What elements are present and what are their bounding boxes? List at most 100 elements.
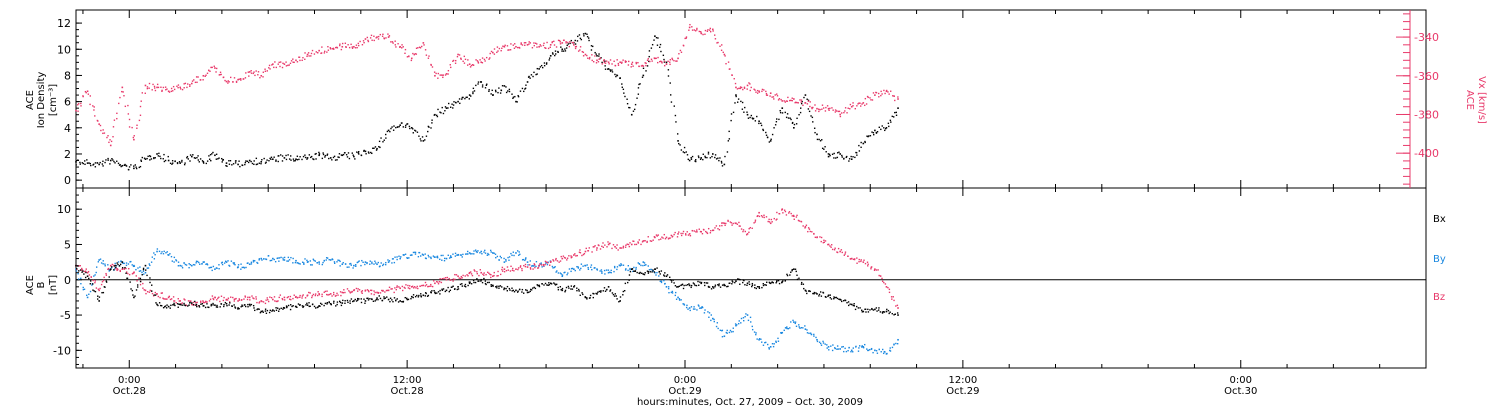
by-sample [747, 319, 750, 322]
ion-density-sample [270, 158, 272, 160]
ion-density-sample [856, 154, 858, 156]
vx-sample [644, 62, 646, 64]
bx-sample [809, 290, 811, 293]
bz-sample [139, 283, 142, 286]
bz-sample [751, 227, 753, 230]
ion-density-point [410, 126, 413, 129]
vx-sample [869, 97, 871, 99]
bz-sample [374, 291, 376, 294]
vx-sample [140, 100, 142, 102]
by-sample [107, 264, 109, 266]
by-sample [325, 259, 327, 261]
vx-sample [402, 46, 404, 48]
bz-sample [233, 298, 236, 301]
bx-sample [719, 286, 722, 288]
vx-sample [811, 106, 813, 109]
bx-sample [344, 302, 346, 304]
ion-density-sample [358, 150, 360, 153]
by-sample [277, 257, 279, 259]
vx-sample [834, 111, 837, 113]
bottom-left-ytick-label: 0 [64, 274, 71, 287]
ion-density-sample [743, 111, 745, 113]
bx-sample [157, 304, 159, 307]
bx-sample [336, 303, 338, 306]
bz-sample [539, 263, 541, 265]
bz-sample [501, 268, 503, 271]
bx-sample [579, 294, 581, 296]
ion-density-sample [781, 112, 784, 114]
bz-sample [749, 226, 751, 229]
bz-sample [652, 239, 654, 241]
bx-sample [165, 307, 168, 309]
vx-sample [625, 60, 627, 63]
by-sample [884, 351, 886, 353]
bx-point [688, 284, 691, 287]
bx-sample [782, 280, 784, 282]
bx-sample [223, 303, 225, 306]
bz-sample [601, 245, 603, 248]
bx-sample [694, 284, 696, 287]
bx-sample [672, 279, 674, 281]
top-left-ylabel: ACE Ion Density [cm⁻³] [25, 72, 59, 129]
bx-sample [336, 301, 339, 303]
bx-sample [553, 282, 555, 284]
vx-point [630, 63, 633, 65]
bz-point [121, 268, 124, 270]
bz-sample [125, 267, 127, 270]
ion-density-sample [686, 154, 689, 156]
ion-density-sample [344, 152, 346, 154]
by-sample [208, 267, 210, 269]
ion-density-sample [756, 115, 758, 118]
bz-sample [299, 296, 301, 299]
ion-density-sample [762, 129, 765, 132]
by-sample [287, 256, 290, 259]
bx-sample [416, 294, 418, 297]
vx-sample [194, 81, 197, 84]
vx-sample [460, 57, 462, 59]
vx-sample [721, 44, 723, 46]
ion-density-point [75, 161, 77, 163]
bz-sample [606, 246, 608, 248]
ion-density-sample [536, 67, 539, 70]
by-point [850, 349, 853, 352]
by-sample [339, 260, 341, 263]
bottom-left-ytick-label: 10 [57, 203, 71, 216]
bx-sample [751, 282, 754, 285]
bz-sample [798, 220, 801, 222]
by-sample [475, 250, 477, 253]
bz-sample [425, 284, 428, 286]
bz-sample [542, 265, 545, 267]
bz-sample [644, 239, 646, 242]
bx-sample [597, 291, 599, 293]
vx-sample [847, 107, 849, 109]
bz-sample [773, 217, 775, 220]
by-sample [433, 256, 436, 258]
ion-density-sample [346, 156, 349, 158]
ion-density-sample [838, 151, 840, 153]
ion-density-sample [105, 159, 107, 161]
vx-sample [308, 55, 310, 57]
by-sample [108, 268, 110, 271]
ion-density-sample [124, 163, 126, 166]
ion-density-sample [675, 121, 677, 123]
bx-sample [798, 277, 800, 279]
vx-sample [776, 95, 779, 97]
by-sample [195, 262, 197, 264]
ion-density-sample [453, 101, 455, 103]
by-sample [717, 327, 719, 330]
bx-sample [680, 284, 682, 287]
ion-density-sample [94, 162, 97, 164]
vx-sample [828, 109, 830, 111]
vx-sample [667, 60, 669, 62]
by-sample [813, 335, 815, 337]
bx-sample [534, 287, 537, 290]
bz-sample [878, 274, 880, 277]
vx-sample [193, 79, 195, 81]
ion-density-sample [314, 153, 316, 155]
vx-sample [444, 74, 447, 76]
vx-sample [157, 86, 160, 89]
by-point [561, 275, 564, 278]
vx-sample [417, 47, 419, 49]
ion-density-sample [697, 155, 700, 157]
bx-sample [126, 277, 129, 279]
